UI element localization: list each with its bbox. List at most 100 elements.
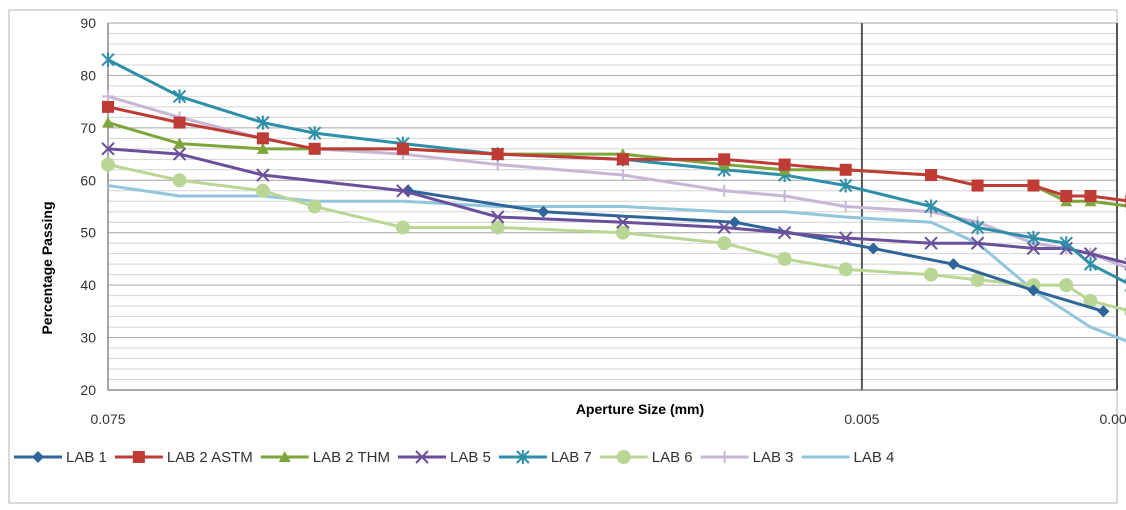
data-point [101,157,115,172]
legend-item-lab-3: LAB 3 [700,449,794,466]
data-point [1083,257,1098,272]
data-point [255,183,270,198]
data-point [616,153,629,166]
data-point [307,199,322,214]
y-tick-label: 60 [80,172,96,188]
y-tick-label: 50 [80,225,96,241]
chart-border [8,9,1118,504]
series-line-lab-2-thm [107,121,1126,208]
data-point [838,262,853,277]
x-tick-label: 0.005 [844,411,879,427]
data-point [839,163,852,176]
x-tick-label: 0.002 [1099,411,1126,427]
y-tick-label: 70 [80,120,96,136]
data-point [971,179,984,192]
legend-label: LAB 3 [753,449,794,466]
legend-swatch-marker [415,450,429,464]
data-point [256,115,270,130]
data-point [395,220,410,235]
data-point [1026,230,1041,245]
legend-label: LAB 5 [450,449,491,466]
x-tick-label: 0.075 [90,411,125,427]
series-line-lab-6 [107,163,1126,312]
data-point [173,116,186,129]
legend-item-lab-2-astm: LAB 2 ASTM [114,449,253,466]
data-point [396,142,409,155]
data-point [102,116,114,128]
y-tick-label: 20 [80,382,96,398]
data-point [728,216,741,229]
legend-swatch-marker [278,451,291,462]
data-point [778,158,791,171]
data-point [173,137,186,149]
data-point [924,267,939,282]
data-point [308,142,321,155]
data-point [1027,284,1040,297]
series-lab-5 [101,142,1126,271]
data-point [1084,190,1097,203]
legend-swatch-marker [516,450,530,464]
legend-label: LAB 4 [854,449,895,466]
data-point [102,100,114,113]
legend-swatch-marker [132,451,145,463]
data-point [925,169,938,182]
y-tick-label: 30 [80,330,96,346]
legend: LAB 1 LAB 2 ASTM LAB 2 THM LAB 5 LAB 7 LAB 6 L… [14,449,894,466]
legend-item-lab-4: LAB 4 [801,449,895,466]
data-point [838,231,853,245]
data-point [718,184,731,197]
series-lab-6 [101,157,1126,316]
x-axis-ticks: 0.075 0.005 0.002 [90,411,1126,427]
data-point [172,147,187,161]
data-point [777,226,792,240]
data-point [172,89,187,104]
legend-label: LAB 6 [652,449,693,466]
y-axis-ticks: 20 30 40 50 60 70 80 90 [80,15,96,398]
data-point [256,168,270,182]
series-line-lab-2-astm [107,105,1126,203]
data-point [777,251,792,266]
data-point [970,272,985,287]
data-point [1027,179,1040,192]
data-point [307,126,322,141]
data-point [615,225,630,240]
data-point [1083,293,1098,308]
data-point [947,258,960,271]
y-tick-label: 80 [80,67,96,83]
data-point [1097,305,1110,318]
legend-swatch-marker [32,451,44,463]
series-line-lab-7 [107,58,1126,285]
data-point [838,178,853,193]
data-point [256,142,269,154]
data-point [970,236,985,250]
data-point [172,173,187,188]
data-point [717,220,731,235]
data-point [490,220,505,235]
legend-label: LAB 1 [66,449,107,466]
data-point [924,236,938,250]
data-point [396,184,410,198]
data-point [256,132,269,145]
x-axis-title: Aperture Size (mm) [576,401,704,417]
data-point [616,169,629,182]
data-point [839,200,852,213]
data-point [1026,241,1041,256]
data-point [1059,236,1073,251]
legend-swatch-marker [616,450,631,464]
legend-item-lab-6: LAB 6 [599,449,693,466]
data-point [778,190,791,203]
data-point [537,205,550,218]
series-group [101,52,1126,343]
legend-label: LAB 2 ASTM [167,449,253,466]
y-tick-label: 90 [80,15,96,31]
legend-item-lab-1: LAB 1 [14,449,107,466]
data-point [616,215,630,229]
data-point [491,148,504,161]
legend-item-lab-5: LAB 5 [398,449,491,466]
y-tick-label: 40 [80,277,96,293]
series-lab-2-astm [102,100,1126,208]
legend-item-lab-2-thm: LAB 2 THM [260,449,390,466]
y-axis-title: Percentage Passing [39,201,55,334]
data-point [718,153,731,166]
